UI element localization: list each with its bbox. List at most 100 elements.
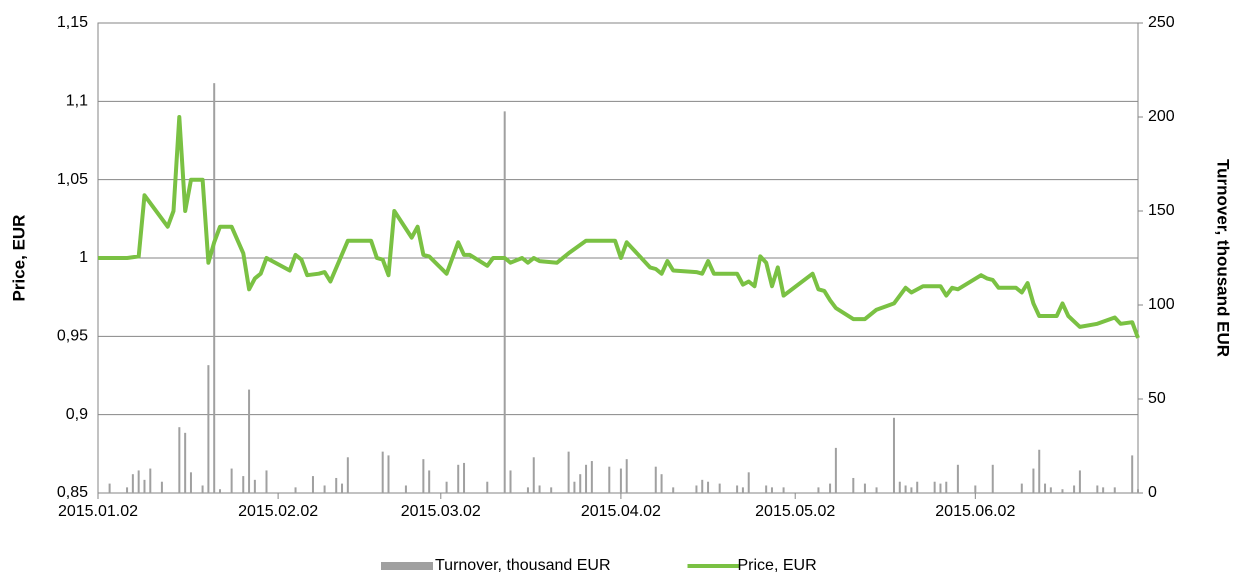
x-tick-label: 2015.03.02 [401,503,481,520]
bar [1113,487,1116,493]
bar [335,477,338,493]
bar [573,481,576,493]
bar [1061,489,1064,493]
bar [736,485,739,493]
y2-tick-label: 100 [1148,296,1175,313]
x-tick-label: 2015.01.02 [58,503,138,520]
bar [701,479,704,493]
bar [718,483,721,493]
bar [294,487,297,493]
bar [817,487,820,493]
bar [532,457,535,493]
bar [770,487,773,493]
bar [892,417,895,493]
y-tick-label: 0,95 [57,328,88,345]
bar [939,483,942,493]
bar [834,447,837,493]
bar [538,485,541,493]
bar [654,466,657,493]
bar [248,389,251,493]
x-tick-label: 2015.05.02 [755,503,835,520]
bar [201,485,204,493]
bar [463,462,466,493]
y-tick-label: 0,9 [66,406,88,423]
y2-tick-label: 200 [1148,108,1175,125]
bar [457,464,460,493]
bar [550,487,553,493]
bar [956,464,959,493]
bar [184,432,187,493]
bar [782,487,785,493]
bar [131,474,134,493]
y-tick-label: 0,85 [57,484,88,501]
bar [213,83,216,493]
bar [619,468,622,493]
y2-axis-title: Turnover, thousand EUR [1214,159,1233,357]
bar [875,487,878,493]
y-tick-label: 1,05 [57,171,88,188]
bar [898,481,901,493]
y-tick-label: 1,15 [57,14,88,31]
bar [126,487,129,493]
bar [189,472,192,493]
legend-swatch [381,562,433,570]
bar [916,481,919,493]
bar [1131,455,1134,493]
bar [707,481,710,493]
legend-label: Price, EUR [738,557,817,574]
bar [178,427,181,493]
bar [1038,449,1041,493]
y-tick-label: 1,1 [66,93,88,110]
bar [311,476,314,493]
bar [486,481,489,493]
bar [852,477,855,493]
bar [1049,487,1052,493]
bar [108,483,111,493]
bar [219,489,222,493]
bar [143,479,146,493]
bar [1078,470,1081,493]
bar [1020,483,1023,493]
bar [387,455,390,493]
bar [991,464,994,493]
bar [1102,487,1105,493]
x-tick-label: 2015.06.02 [935,503,1015,520]
bar [242,476,245,493]
bar [422,459,425,493]
bar [765,485,768,493]
legend-label: Turnover, thousand EUR [435,557,611,574]
x-tick-label: 2015.04.02 [581,503,661,520]
bar [660,474,663,493]
bar [1096,485,1099,493]
bar [1044,483,1047,493]
price-line [98,115,1140,339]
bar [346,457,349,493]
y-axis-title: Price, EUR [9,215,28,302]
bar [608,466,611,493]
bar [137,470,140,493]
bar [672,487,675,493]
bar [207,365,210,493]
bar [1073,485,1076,493]
bar [1137,489,1139,493]
bar [265,470,268,493]
bar [230,468,233,493]
bar [695,485,698,493]
bar [526,487,529,493]
bar [945,481,948,493]
bar [404,485,407,493]
bar [160,481,163,493]
y2-tick-label: 0 [1148,484,1157,501]
bar [863,483,866,493]
y2-tick-label: 250 [1148,14,1175,31]
bar [253,479,256,493]
bar [323,485,326,493]
bar [625,459,628,493]
bar [579,474,582,493]
bar [585,464,588,493]
bar [503,111,506,494]
bar [590,461,593,493]
bar [381,451,384,493]
